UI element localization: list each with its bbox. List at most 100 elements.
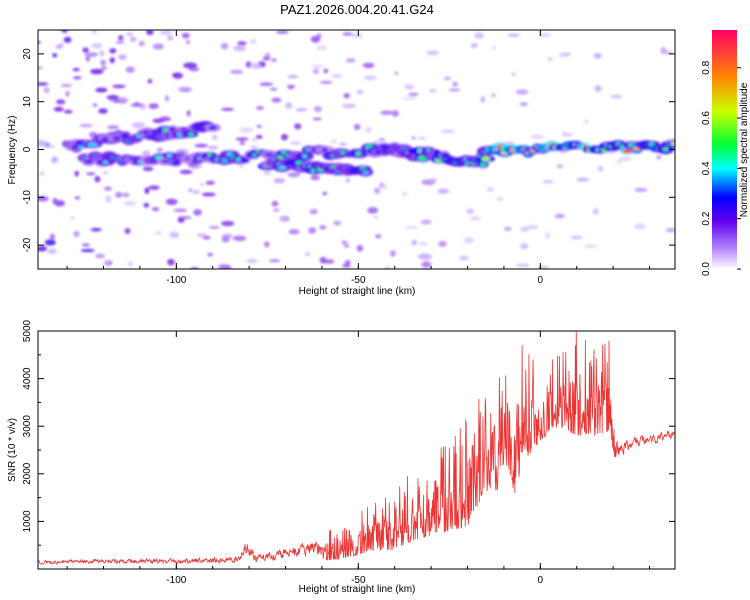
colorbar-gradient — [712, 30, 737, 269]
spectrogram-cell — [178, 216, 192, 220]
spectrogram-cell — [122, 192, 130, 198]
spectrogram-heatmap — [38, 30, 675, 269]
spectrogram-cell — [105, 199, 112, 203]
spectrogram-cell — [233, 45, 246, 52]
spectrogram-cell — [277, 166, 287, 170]
spectrogram-cell — [310, 174, 320, 181]
spectrogram-cell — [112, 84, 126, 89]
spectrogram-cell — [55, 44, 63, 49]
spectrogram-cell — [374, 234, 382, 239]
spectrogram-cell — [470, 43, 478, 49]
spectrogram-cell — [199, 182, 205, 187]
spectrogram-cell — [592, 208, 599, 215]
spectrogram-cell — [144, 187, 150, 194]
spectrogram-cell — [364, 127, 372, 133]
spectrogram-cell — [420, 219, 432, 225]
spectrogram-cell — [44, 239, 56, 246]
spectrogram-cell — [79, 123, 93, 128]
spectrogram-cell — [271, 58, 277, 63]
spectrogram-cell — [115, 191, 123, 198]
spectrogram-cell — [507, 33, 520, 37]
spectrogram-cell — [249, 62, 262, 70]
spectrogram-cell — [263, 170, 271, 176]
spectrogram-cell — [463, 237, 474, 244]
snr-xtick-label: -50 — [351, 575, 366, 586]
spectrogram-cell — [665, 228, 675, 233]
spectrogram-cell — [207, 145, 219, 150]
spectrogram-cell — [583, 120, 589, 124]
spectrogram-cell — [466, 208, 474, 214]
spectrogram-cell — [152, 130, 157, 135]
spectrogram-cell — [430, 178, 437, 182]
spectrogram-cell — [491, 45, 496, 51]
spectrogram-cell — [179, 169, 193, 175]
spectrogram-cell — [172, 72, 184, 79]
snr-frame — [37, 330, 676, 570]
spectrogram-cell — [547, 57, 553, 61]
spectrogram-cell — [519, 102, 528, 107]
spectrogram-ytick-label: 10 — [22, 96, 33, 108]
spectrogram-cell — [239, 127, 254, 133]
spectrogram-cell — [65, 90, 70, 97]
spectrogram-ytick-label: 20 — [22, 48, 33, 60]
spectrogram-ytick-label: 0 — [22, 146, 33, 152]
spectrogram-cell — [279, 215, 291, 222]
spectrogram-cell — [124, 227, 131, 234]
spectrogram-cell — [166, 35, 174, 41]
spectrogram-cell — [146, 30, 154, 36]
spectrogram-cell — [38, 40, 41, 44]
spectrogram-cell — [530, 134, 544, 139]
spectrogram-cell — [559, 52, 565, 58]
spectrogram-cell — [263, 241, 270, 248]
spectrogram-cell — [516, 263, 530, 267]
spectrogram-cell — [594, 85, 602, 92]
spectrogram-cell — [38, 246, 48, 252]
spectrogram-cell — [656, 154, 662, 160]
spectrogram-cell — [545, 232, 550, 239]
spectrogram-cell — [265, 52, 271, 57]
colorbar-tick-label: 0.8 — [701, 60, 712, 74]
spectrogram-cell — [109, 57, 115, 64]
spectrogram-cell — [343, 93, 350, 99]
spectrogram-cell — [505, 141, 515, 145]
spectrogram-cell — [331, 73, 343, 79]
spectrogram-cell — [142, 150, 151, 157]
spectrogram-cell — [118, 35, 124, 41]
spectrogram-cell — [480, 162, 486, 167]
spectrogram-cell — [164, 95, 169, 102]
spectrogram-cell — [593, 53, 602, 59]
spectrogram-cell — [322, 191, 328, 196]
spectrogram-ytick-label: -10 — [22, 190, 33, 205]
spectrogram-cell — [491, 93, 496, 98]
spectrogram-cell — [276, 30, 289, 34]
spectrogram-cell — [181, 87, 190, 93]
spectrogram-cell — [220, 42, 229, 50]
spectrogram-xtick-label: -50 — [351, 275, 366, 286]
spectrogram-cell — [269, 259, 281, 263]
spectrogram-cell — [670, 141, 675, 146]
spectrogram-ytick-label: -20 — [22, 237, 33, 252]
spectrogram-cell — [308, 227, 317, 234]
spectrogram-cell — [239, 140, 245, 146]
spectrogram-cell — [39, 171, 45, 176]
spectrogram-cell — [251, 138, 257, 142]
spectrogram-cell — [221, 108, 235, 111]
spectrogram-cell — [196, 233, 208, 238]
snr-ytick-label: 5000 — [22, 319, 33, 342]
spectrogram-cell — [207, 253, 214, 257]
spectrogram-cell — [417, 253, 432, 260]
spectrogram-cell — [481, 156, 491, 162]
spectrogram-cell — [310, 64, 324, 69]
spectrogram-cell — [105, 259, 110, 265]
spectrogram-cell — [239, 163, 244, 168]
spectrogram-cell — [313, 105, 323, 113]
spectrogram-cell — [80, 248, 95, 253]
spectrogram-cell — [74, 170, 79, 177]
spectrogram-cell — [526, 225, 539, 229]
spectrogram-cell — [440, 129, 455, 134]
spectrogram-cell — [394, 71, 399, 75]
spectrogram-cell — [474, 32, 484, 39]
snr-ytick-label: 4000 — [22, 367, 33, 390]
spectrogram-cell — [345, 178, 351, 183]
spectrogram-cell — [417, 136, 427, 140]
